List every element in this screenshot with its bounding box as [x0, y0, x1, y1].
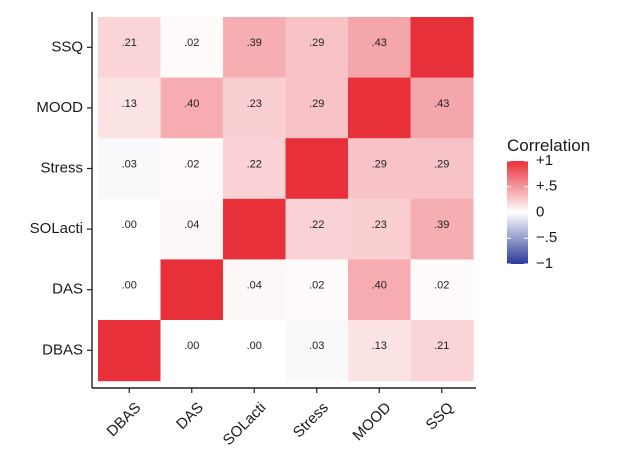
heatmap-cell: [223, 198, 287, 260]
y-tick-label: SSQ: [51, 38, 83, 55]
cell-value-label: .00: [122, 219, 137, 231]
heatmap-cell: [98, 198, 162, 260]
cell-value-label: .00: [184, 340, 199, 352]
heatmap-cell: [160, 138, 224, 200]
heatmap-cell: [410, 17, 474, 79]
heatmap-cell: [285, 138, 349, 200]
heatmap-cell: [348, 77, 412, 139]
x-tick-labels: DBAS DAS SOLacti Stress MOOD SSQ: [104, 399, 457, 449]
heatmap-cell: [98, 77, 162, 139]
cell-value-label: .00: [247, 340, 262, 352]
cell-value-label: .21: [434, 340, 449, 352]
heatmap-cell: [223, 138, 287, 200]
heatmap-cell: [348, 320, 412, 382]
cell-value-label: .02: [184, 37, 199, 49]
y-tick-label: MOOD: [36, 99, 83, 116]
x-tick-label: DBAS: [104, 399, 145, 440]
y-tick-label: Stress: [40, 159, 83, 176]
cell-value-label: .02: [309, 280, 324, 292]
heatmap-cell: [98, 259, 162, 321]
heatmap-cell: [410, 138, 474, 200]
heatmap-cell: [223, 17, 287, 79]
heatmap-cell: [285, 77, 349, 139]
cell-value-label: .04: [247, 280, 262, 292]
heatmap-cell: [410, 198, 474, 260]
cell-value-label: .02: [434, 280, 449, 292]
cell-value-label: .13: [372, 340, 387, 352]
heatmap-cell: [285, 259, 349, 321]
heatmap-cell: [348, 138, 412, 200]
y-tick-label: SOLacti: [30, 220, 83, 237]
legend: Correlation +1 +.5 0 −.5 −1: [507, 136, 590, 272]
heatmap-cell: [410, 320, 474, 382]
cell-value-label: .21: [122, 37, 137, 49]
y-tick-label: DBAS: [42, 341, 83, 358]
cell-value-label: .29: [434, 158, 449, 170]
cell-value-label: .29: [309, 37, 324, 49]
x-tick-label: DAS: [173, 399, 207, 433]
cell-value-label: .22: [247, 158, 262, 170]
legend-tick-label: +1: [536, 152, 553, 169]
heatmap-cell: [160, 17, 224, 79]
x-tick-label: SSQ: [423, 399, 457, 433]
cell-value-label: .43: [434, 98, 449, 110]
heatmap-cell: [160, 320, 224, 382]
cell-value-label: .03: [122, 158, 137, 170]
heatmap-cell: [98, 17, 162, 79]
y-tick-label: DAS: [52, 281, 83, 298]
heatmap-cell: [348, 259, 412, 321]
legend-tick-label: 0: [536, 203, 544, 220]
legend-tick-label: +.5: [536, 178, 557, 195]
cell-value-label: .39: [247, 37, 262, 49]
cell-value-label: .40: [184, 98, 199, 110]
cell-value-label: .40: [372, 280, 387, 292]
cell-value-label: .39: [434, 219, 449, 231]
x-tick-label: MOOD: [349, 399, 394, 444]
legend-tick-label: −1: [536, 255, 553, 272]
heatmap-cell: [98, 320, 162, 382]
y-tick-labels: SSQ MOOD Stress SOLacti DAS DBAS: [30, 38, 84, 358]
cell-value-label: .03: [309, 340, 324, 352]
heatmap-cell: [285, 320, 349, 382]
x-tick-label: Stress: [290, 399, 332, 441]
heatmap-cell: [98, 138, 162, 200]
cell-value-label: .29: [309, 98, 324, 110]
heatmap-cell: [410, 259, 474, 321]
heatmap-cell: [285, 198, 349, 260]
cell-value-label: .23: [247, 98, 262, 110]
cell-value-label: .29: [372, 158, 387, 170]
cell-value-label: .02: [184, 158, 199, 170]
heatmap-cell: [285, 17, 349, 79]
axes: [87, 12, 476, 393]
cell-value-label: .13: [122, 98, 137, 110]
legend-title: Correlation: [507, 136, 590, 155]
legend-colorbar: [507, 161, 528, 264]
heatmap-cell: [348, 17, 412, 79]
heatmap-cell: [160, 198, 224, 260]
cell-value-label: .22: [309, 219, 324, 231]
heatmap-cell: [160, 259, 224, 321]
cell-value-label: .00: [122, 280, 137, 292]
heatmap-cell: [160, 77, 224, 139]
heatmap-cell: [348, 198, 412, 260]
heatmap-cell: [410, 77, 474, 139]
heatmap-cell: [223, 259, 287, 321]
heatmap-cell: [223, 77, 287, 139]
x-tick-label: SOLacti: [220, 399, 270, 449]
cell-value-label: .04: [184, 219, 199, 231]
cell-value-label: .23: [372, 219, 387, 231]
cell-value-label: .43: [372, 37, 387, 49]
legend-tick-label: −.5: [536, 229, 557, 246]
heatmap-cell: [223, 320, 287, 382]
heatmap-cells: .21 .02 .39 .29 .43 .13 .40 .23 .29 .43 .03 .02 .22.…: [98, 17, 474, 382]
